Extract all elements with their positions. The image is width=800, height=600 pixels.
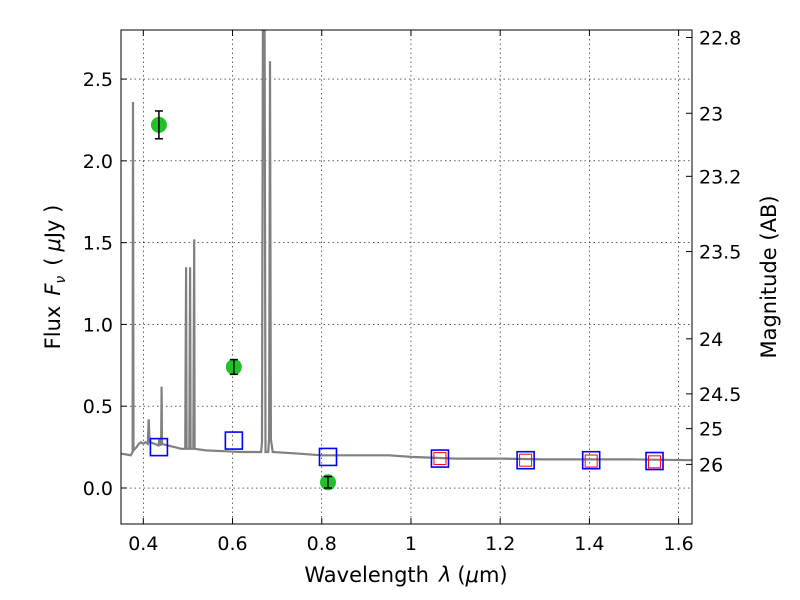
blue-square-marker [430, 449, 450, 468]
y-tick-label: 2.0 [83, 151, 113, 173]
y-axis-label: FluxFν(μJy ) [41, 205, 69, 350]
ticks: 0.4 0.6 0.8 1 1.2 1.4 1.6 0.0 0.5 1.0 1.5 2.0 2.5 22.… [83, 27, 742, 555]
blue-square-marker [149, 437, 169, 457]
y-tick-label: 0.0 [83, 478, 113, 500]
red-square-marker [519, 453, 533, 467]
blue-square-marker [224, 431, 244, 450]
x-tick-label: 0.4 [128, 533, 158, 555]
y-tick-label: 2.5 [83, 69, 113, 91]
red-square-marker [648, 455, 662, 469]
blue-square-marker [318, 447, 338, 467]
x-tick-label: 1.4 [574, 533, 604, 555]
y2-tick-label: 24 [699, 329, 723, 351]
x-tick-label: 1.2 [485, 533, 515, 555]
x-tick-label: 0.8 [307, 533, 337, 555]
y-tick-label: 1.5 [83, 233, 113, 255]
y2-tick-label: 22.8 [699, 27, 741, 49]
y2-tick-label: 25 [699, 419, 723, 441]
blue-square-marker [581, 450, 601, 470]
x-tick-label: 1 [405, 533, 417, 555]
y2-tick-label: 26 [699, 454, 723, 476]
y2-tick-label: 24.5 [699, 384, 741, 406]
markers [149, 110, 664, 491]
y-tick-label: 0.5 [83, 396, 113, 418]
red-square-marker [433, 452, 447, 466]
y2-tick-label: 23.2 [699, 166, 741, 188]
model-spectrum-line [121, 30, 692, 462]
y2-axis-label: Magnitude (AB) [757, 195, 781, 358]
plot-area [121, 30, 692, 491]
grid [121, 30, 692, 524]
x-tick-label: 1.6 [664, 533, 694, 555]
y2-tick-label: 23 [699, 103, 723, 125]
plot-frame [120, 29, 693, 525]
y-tick-label: 1.0 [83, 314, 113, 336]
red-square-marker [584, 454, 598, 468]
blue-square-marker [645, 451, 664, 471]
y2-tick-label: 23.5 [699, 242, 741, 264]
blue-square-marker [516, 450, 535, 470]
x-tick-label: 0.6 [217, 533, 247, 555]
x-axis-label: Wavelength λ (μm) [304, 563, 507, 587]
